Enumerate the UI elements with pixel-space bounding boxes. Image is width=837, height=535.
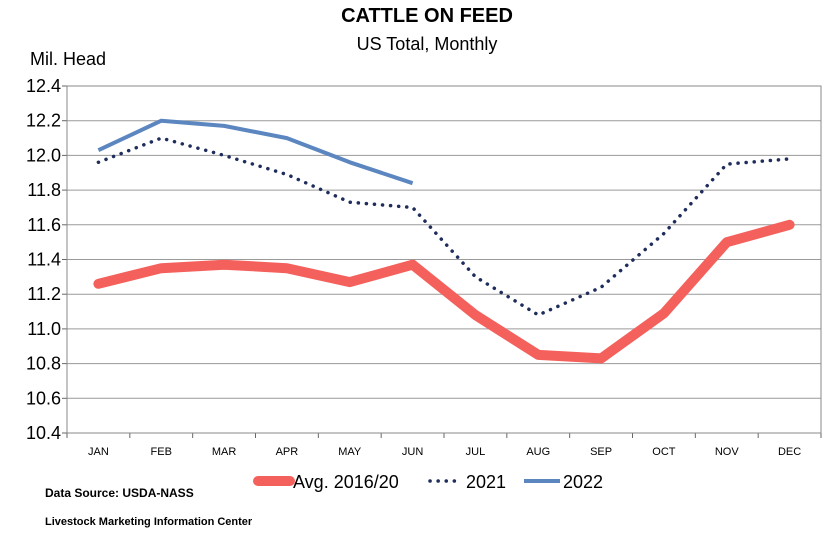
plot-frame bbox=[66, 85, 822, 434]
y-tick-labels: 10.4 10.6 10.8 11.0 11.2 11.4 11.6 11.8 12.0 12.2… bbox=[26, 76, 61, 443]
y-tick-label: 12.0 bbox=[26, 145, 61, 165]
data-point bbox=[538, 315, 539, 316]
x-tick-label: SEP bbox=[590, 446, 612, 458]
series-line-2022 bbox=[97, 118, 414, 186]
x-tick-label: AUG bbox=[526, 446, 550, 458]
x-tick-label: OCT bbox=[652, 446, 676, 458]
series-line-2021 bbox=[96, 136, 792, 317]
x-tick-labels: JAN FEB MAR APR MAY JUN JUL AUG SEP OCT NOV DEC bbox=[88, 446, 801, 458]
chart-title: CATTLE ON FEED bbox=[341, 5, 513, 27]
series-lines bbox=[93, 118, 795, 364]
legend: Avg. 2016/20 2021 2022 bbox=[253, 472, 603, 492]
data-point bbox=[789, 158, 790, 159]
chart-subtitle: US Total, Monthly bbox=[357, 34, 498, 54]
x-tick-label: DEC bbox=[778, 446, 801, 458]
x-tick-label: MAR bbox=[212, 446, 237, 458]
y-tick-label: 11.6 bbox=[27, 215, 61, 235]
legend-label-2022: 2022 bbox=[563, 472, 603, 492]
x-tick-label: FEB bbox=[151, 446, 172, 458]
legend-label-avg: Avg. 2016/20 bbox=[293, 472, 399, 492]
y-tick-label: 12.4 bbox=[26, 76, 61, 96]
data-point bbox=[161, 138, 162, 139]
y-tick-label: 11.0 bbox=[27, 319, 61, 339]
y-tick-label: 10.4 bbox=[26, 423, 61, 443]
y-tick-label: 10.6 bbox=[26, 388, 61, 408]
organization: Livestock Marketing Information Center bbox=[45, 516, 253, 528]
data-point bbox=[286, 174, 287, 175]
y-tick-label: 11.2 bbox=[27, 284, 61, 304]
y-tick-label: 11.8 bbox=[27, 180, 61, 200]
x-tick-label: MAY bbox=[338, 446, 362, 458]
x-tick-label: JUN bbox=[402, 446, 423, 458]
x-tick-label: NOV bbox=[715, 446, 740, 458]
y-tick-label: 10.8 bbox=[26, 354, 61, 374]
y-axis-label: Mil. Head bbox=[30, 49, 106, 69]
data-point bbox=[726, 164, 727, 165]
x-tick-label: APR bbox=[276, 446, 299, 458]
y-tick-label: 11.4 bbox=[27, 250, 61, 270]
x-tick-label: JAN bbox=[88, 446, 109, 458]
y-tick-label: 12.2 bbox=[26, 111, 61, 131]
series-line-avg-2016-20 bbox=[93, 219, 795, 364]
data-source: Data Source: USDA-NASS bbox=[45, 486, 194, 500]
x-tick-label: JUL bbox=[466, 446, 486, 458]
legend-label-2021: 2021 bbox=[466, 472, 506, 492]
